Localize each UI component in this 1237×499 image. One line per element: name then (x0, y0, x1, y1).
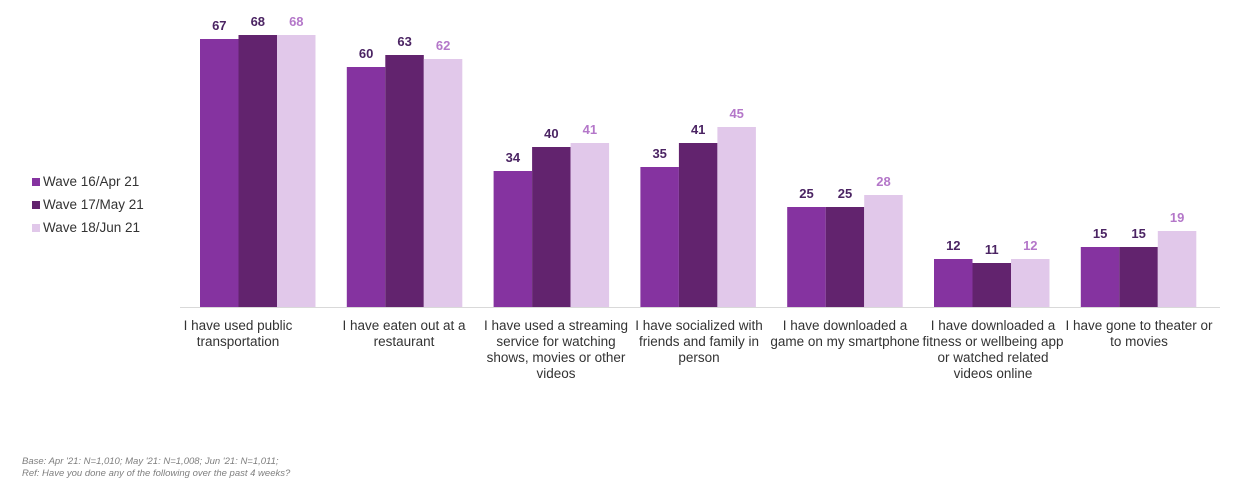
category-label-socialized: I have socialized with friends and famil… (635, 318, 763, 365)
category-label-downloaded-game: I have downloaded a game on my smartphon… (770, 318, 920, 349)
bar-downloaded-game-wave-16 (787, 207, 826, 307)
footnote-ref: Ref: Have you done any of the following … (22, 468, 291, 479)
bar-streaming-service-wave-16 (493, 171, 533, 307)
bar-public-transportation-wave-17 (238, 35, 277, 307)
data-label-streaming-service-wave-18: 41 (583, 122, 597, 137)
bar-theater-movies-wave-18 (1157, 231, 1197, 307)
bar-fitness-app-wave-18 (1011, 259, 1050, 307)
bar-socialized-wave-17 (678, 143, 718, 307)
data-label-fitness-app-wave-17: 11 (985, 242, 999, 257)
bar-fitness-app-wave-17 (972, 263, 1011, 307)
legend: Wave 16/Apr 21 Wave 17/May 21 Wave 18/Ju… (32, 170, 144, 239)
legend-swatch-wave-17 (32, 200, 40, 209)
data-label-public-transportation-wave-18: 68 (289, 14, 303, 29)
category-label-eaten-out: I have eaten out at a restaurant (342, 318, 466, 349)
data-label-streaming-service-wave-16: 34 (506, 150, 521, 165)
bar-eaten-out-wave-16 (346, 67, 386, 307)
bar-streaming-service-wave-17 (532, 147, 571, 307)
data-label-socialized-wave-18: 45 (729, 106, 743, 121)
bar-socialized-wave-16 (640, 167, 679, 307)
data-label-theater-movies-wave-18: 19 (1170, 210, 1184, 225)
footnote-base: Base: Apr '21: N=1,010; May '21: N=1,008… (22, 456, 279, 467)
bar-public-transportation-wave-16 (200, 39, 239, 307)
legend-item-wave-17: Wave 17/May 21 (32, 193, 144, 216)
bar-eaten-out-wave-18 (423, 59, 463, 307)
legend-label-wave-18: Wave 18/Jun 21 (43, 220, 141, 235)
legend-item-wave-18: Wave 18/Jun 21 (32, 216, 144, 239)
data-label-public-transportation-wave-16: 67 (212, 18, 226, 33)
category-label-theater-movies: I have gone to theater or to movies (1065, 318, 1213, 349)
bar-fitness-app-wave-16 (934, 259, 973, 307)
data-label-socialized-wave-17: 41 (691, 122, 705, 137)
bar-theater-movies-wave-17 (1119, 247, 1158, 307)
data-label-theater-movies-wave-17: 15 (1131, 226, 1145, 241)
bar-socialized-wave-18 (717, 127, 756, 307)
data-label-downloaded-game-wave-18: 28 (876, 174, 890, 189)
bar-downloaded-game-wave-17 (825, 207, 865, 307)
data-label-fitness-app-wave-16: 12 (946, 238, 960, 253)
legend-label-wave-17: Wave 17/May 21 (43, 197, 144, 212)
bar-streaming-service-wave-18 (570, 143, 610, 307)
legend-swatch-wave-18 (32, 223, 40, 232)
legend-swatch-wave-16 (32, 177, 40, 186)
bar-theater-movies-wave-16 (1080, 247, 1120, 307)
data-label-socialized-wave-16: 35 (652, 146, 666, 161)
legend-item-wave-16: Wave 16/Apr 21 (32, 170, 144, 193)
bar-downloaded-game-wave-18 (864, 195, 903, 307)
category-label-streaming-service: I have used a streaming service for watc… (483, 318, 629, 381)
bar-eaten-out-wave-17 (385, 55, 424, 307)
legend-label-wave-16: Wave 16/Apr 21 (43, 174, 140, 189)
data-label-public-transportation-wave-17: 68 (251, 14, 265, 29)
data-label-eaten-out-wave-17: 63 (397, 34, 411, 49)
data-label-streaming-service-wave-17: 40 (544, 126, 558, 141)
data-label-eaten-out-wave-16: 60 (359, 46, 373, 61)
data-label-fitness-app-wave-18: 12 (1023, 238, 1037, 253)
data-label-eaten-out-wave-18: 62 (436, 38, 450, 53)
data-label-downloaded-game-wave-17: 25 (838, 186, 852, 201)
data-label-theater-movies-wave-16: 15 (1093, 226, 1107, 241)
category-label-fitness-app: I have downloaded a fitness or wellbeing… (922, 318, 1064, 381)
data-label-downloaded-game-wave-16: 25 (799, 186, 813, 201)
bar-public-transportation-wave-18 (277, 35, 316, 307)
category-label-public-transportation: I have used public transportation (183, 318, 293, 349)
